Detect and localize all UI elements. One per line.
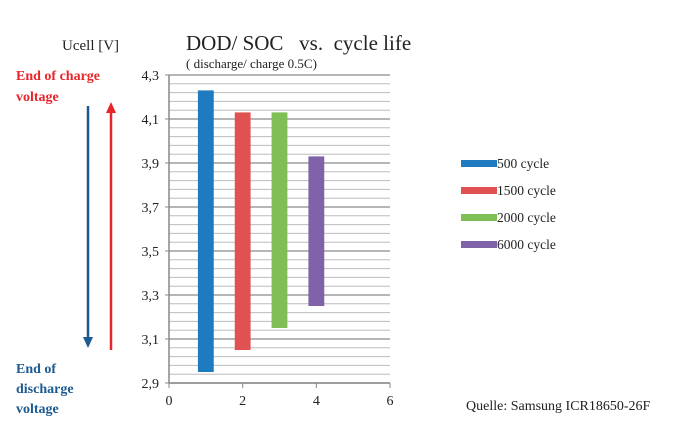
legend-swatch xyxy=(461,187,497,194)
legend-label: 6000 cycle xyxy=(497,237,556,252)
y-tick-label: 3,9 xyxy=(142,157,160,172)
y-tick-label: 3,5 xyxy=(142,245,160,260)
legend-swatch xyxy=(461,160,497,167)
legend-label: 2000 cycle xyxy=(497,210,556,225)
chart-title: DOD/ SOC vs. cycle life xyxy=(186,31,411,55)
legend: 500 cycle 1500 cycle 2000 cycle 6000 cycle xyxy=(461,156,556,252)
legend-swatch xyxy=(461,241,497,248)
charge-label-line2: voltage xyxy=(16,90,59,105)
y-tick-label: 3,3 xyxy=(142,289,160,304)
x-tick-label: 0 xyxy=(166,394,173,409)
y-tick-label: 4,1 xyxy=(142,113,160,128)
x-tick-labels: 0 2 4 6 xyxy=(166,383,394,409)
charge-label-line1: End of charge xyxy=(16,69,100,84)
y-tick-labels: 2,9 3,1 3,3 3,5 3,7 3,9 4,1 4,3 xyxy=(142,69,169,392)
bar-1500-cycle xyxy=(234,112,251,351)
discharge-label-line2: discharge xyxy=(16,382,74,397)
source-note: Quelle: Samsung ICR18650-26F xyxy=(466,399,651,414)
x-tick-label: 2 xyxy=(239,394,246,409)
chart-subtitle: ( discharge/ charge 0.5C) xyxy=(186,56,317,71)
discharge-label-line1: End of xyxy=(16,362,56,377)
x-tick-label: 6 xyxy=(387,394,394,409)
discharge-arrow-icon xyxy=(83,106,93,348)
y-tick-label: 4,3 xyxy=(142,69,160,84)
legend-label: 500 cycle xyxy=(497,156,549,171)
y-axis-label: Ucell [V] xyxy=(62,38,119,54)
legend-label: 1500 cycle xyxy=(497,183,556,198)
discharge-label-line3: voltage xyxy=(16,402,59,417)
y-tick-label: 3,7 xyxy=(142,201,160,216)
bars xyxy=(197,90,325,373)
y-tick-label: 3,1 xyxy=(142,333,160,348)
y-tick-label: 2,9 xyxy=(142,377,160,392)
x-tick-label: 4 xyxy=(313,394,320,409)
charge-arrow-icon xyxy=(106,102,116,350)
bar-2000-cycle xyxy=(271,112,288,329)
bar-6000-cycle xyxy=(308,156,325,306)
axes xyxy=(168,75,390,384)
legend-swatch xyxy=(461,214,497,221)
bar-500-cycle xyxy=(197,90,214,373)
